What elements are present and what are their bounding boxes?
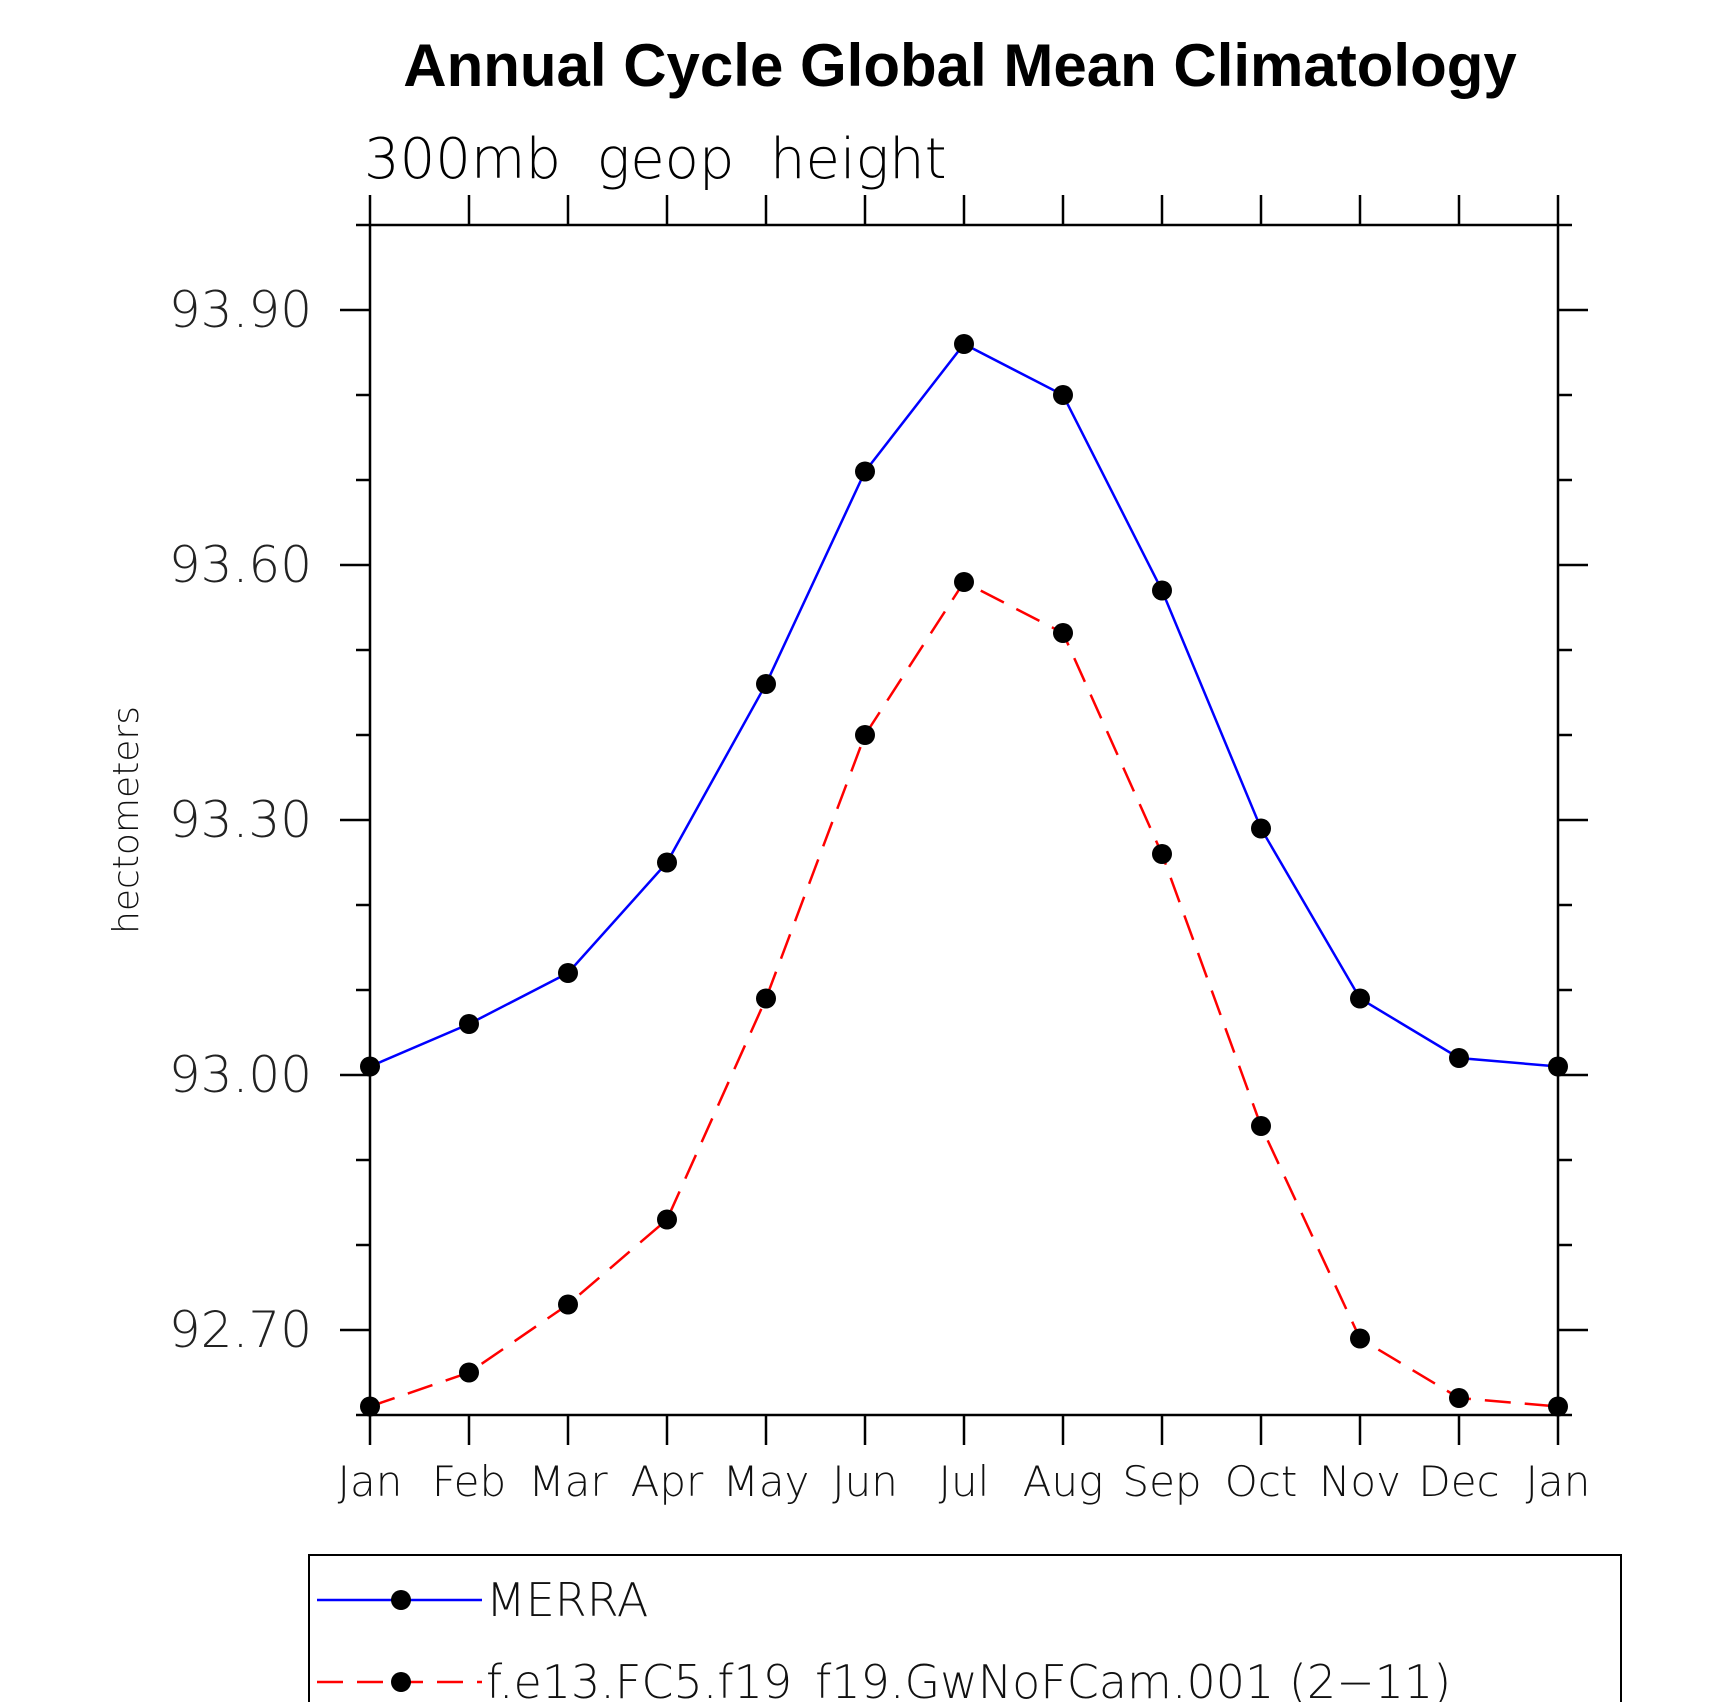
x-tick-label: Jan <box>338 1457 403 1506</box>
data-point <box>657 852 677 873</box>
y-axis-label: hectometers <box>106 706 147 934</box>
data-point <box>1053 385 1073 405</box>
x-tick-label: Nov <box>1319 1457 1401 1506</box>
data-point <box>756 674 776 694</box>
legend-label-2: f.e13.FC5.f19_f19.GwNoFCam.001 (2−11) <box>486 1655 1451 1702</box>
data-point <box>657 1209 677 1230</box>
data-point <box>1251 1116 1271 1136</box>
legend: MERRA f.e13.FC5.f19_f19.GwNoFCam.001 (2−1… <box>308 1554 1622 1702</box>
data-point <box>459 1362 479 1383</box>
data-point <box>954 334 974 354</box>
data-point <box>1449 1048 1469 1068</box>
y-tick-label: 93.30 <box>169 791 312 849</box>
legend-label-1: MERRA <box>486 1573 648 1627</box>
data-point <box>954 572 974 592</box>
chart-title: Annual Cycle Global Mean Climatology <box>403 32 1517 99</box>
data-point <box>855 725 875 745</box>
y-tick-label: 93.90 <box>169 281 312 339</box>
data-point <box>1152 844 1172 864</box>
data-point <box>1251 818 1271 839</box>
x-tick-label: May <box>723 1457 810 1506</box>
x-tick-label: Jan <box>1526 1457 1591 1506</box>
x-tick-label: Apr <box>631 1457 704 1506</box>
series-line-1 <box>369 342 1559 1068</box>
data-point <box>1350 1328 1370 1349</box>
data-point <box>1152 580 1172 601</box>
legend-box <box>308 1554 1622 1702</box>
x-tick-label: Feb <box>432 1457 506 1506</box>
x-tick-label: Sep <box>1122 1457 1201 1506</box>
data-point <box>1350 988 1370 1009</box>
x-tick-label: Aug <box>1023 1457 1104 1506</box>
plot-frame <box>368 223 1560 1417</box>
series-group <box>369 342 1559 1408</box>
axis-ticks <box>340 195 1588 1445</box>
data-point <box>855 461 875 482</box>
data-point <box>1053 623 1073 643</box>
x-tick-label: Jun <box>832 1457 898 1506</box>
x-tick-label: Oct <box>1225 1457 1298 1506</box>
legend-marker-2 <box>391 1672 411 1692</box>
data-point <box>459 1014 479 1034</box>
markers-group <box>360 334 1568 1417</box>
data-point <box>1449 1388 1469 1408</box>
data-point <box>756 988 776 1009</box>
data-point <box>558 963 578 983</box>
y-tick-label: 92.70 <box>169 1301 312 1359</box>
legend-marker-1 <box>391 1590 411 1610</box>
y-tick-label: 93.00 <box>169 1046 312 1104</box>
tick-labels: Jan Feb Mar Apr May Jun Jul Aug Sep Oct Nov Dec Jan 9… <box>169 281 1591 1506</box>
y-tick-label: 93.60 <box>169 536 312 594</box>
data-point <box>558 1294 578 1315</box>
x-tick-label: Dec <box>1418 1457 1499 1506</box>
series-line-2 <box>369 580 1559 1408</box>
x-tick-label: Mar <box>528 1457 608 1506</box>
x-tick-label: Jul <box>939 1457 990 1506</box>
chart-subtitle: 300mb geop height <box>364 127 947 192</box>
